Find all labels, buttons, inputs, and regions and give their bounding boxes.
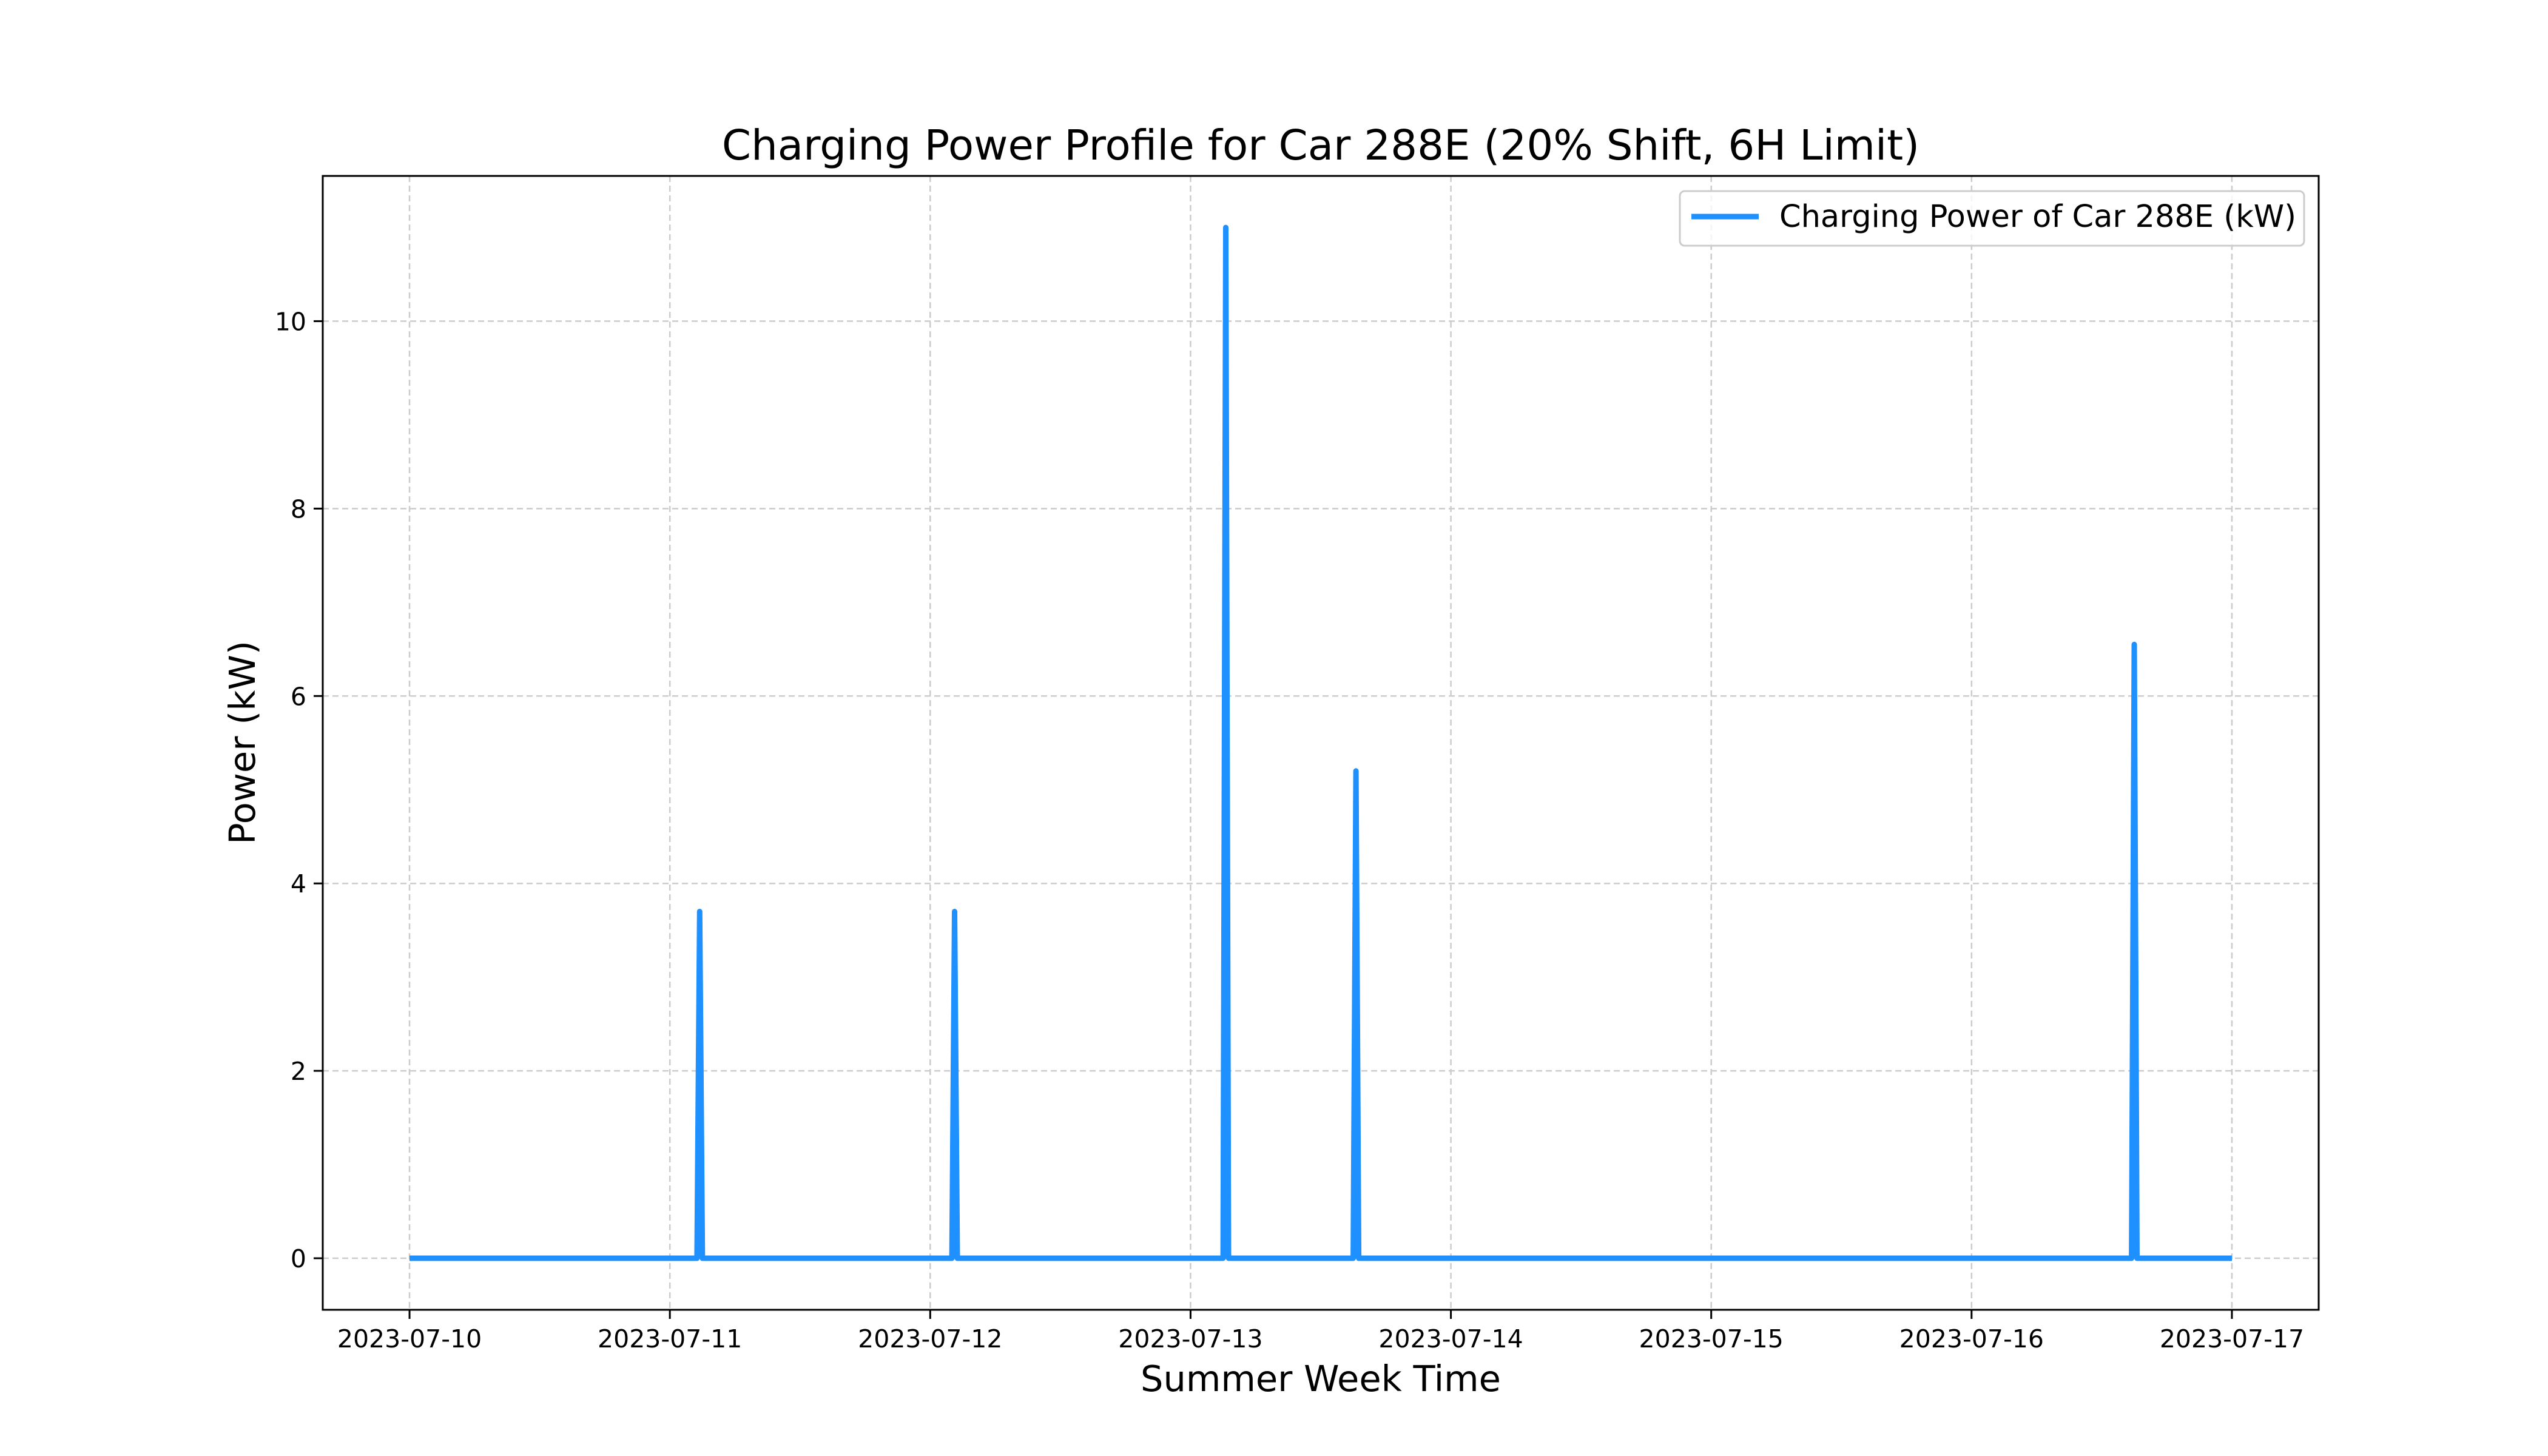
- y-axis: 0 2 4 6 8 10: [275, 307, 323, 1273]
- x-tick-label: 2023-07-10: [337, 1324, 482, 1353]
- x-axis: 2023-07-10 2023-07-11 2023-07-12 2023-07-13…: [337, 1310, 2304, 1353]
- x-tick-label: 2023-07-11: [598, 1324, 742, 1353]
- x-tick-label: 2023-07-16: [1899, 1324, 2044, 1353]
- chart-title: Charging Power Profile for Car 288E (20%…: [722, 121, 1919, 170]
- legend-box: [1679, 190, 2305, 247]
- legend-label: Charging Power of Car 288E (kW): [1779, 199, 2296, 235]
- x-tick-label: 2023-07-13: [1118, 1324, 1262, 1353]
- plot-frame: [322, 175, 2320, 1311]
- x-axis-title: Summer Week Time: [1141, 1358, 1501, 1400]
- x-tick-label: 2023-07-17: [2160, 1324, 2304, 1353]
- y-tick-label: 2: [291, 1057, 306, 1086]
- x-tick-label: 2023-07-12: [858, 1324, 1002, 1353]
- y-axis-title: Power (kW): [221, 641, 263, 844]
- y-tick-label: 10: [275, 307, 306, 336]
- series-line: [410, 224, 2232, 1261]
- y-tick-label: 8: [291, 494, 306, 524]
- x-tick-label: 2023-07-15: [1639, 1324, 1784, 1353]
- x-tick-label: 2023-07-14: [1378, 1324, 1523, 1353]
- y-tick-label: 4: [291, 869, 306, 898]
- legend: Charging Power of Car 288E (kW): [1679, 190, 2305, 247]
- series-layer: [410, 224, 2232, 1261]
- y-tick-label: 6: [291, 682, 306, 711]
- y-tick-label: 0: [291, 1244, 306, 1273]
